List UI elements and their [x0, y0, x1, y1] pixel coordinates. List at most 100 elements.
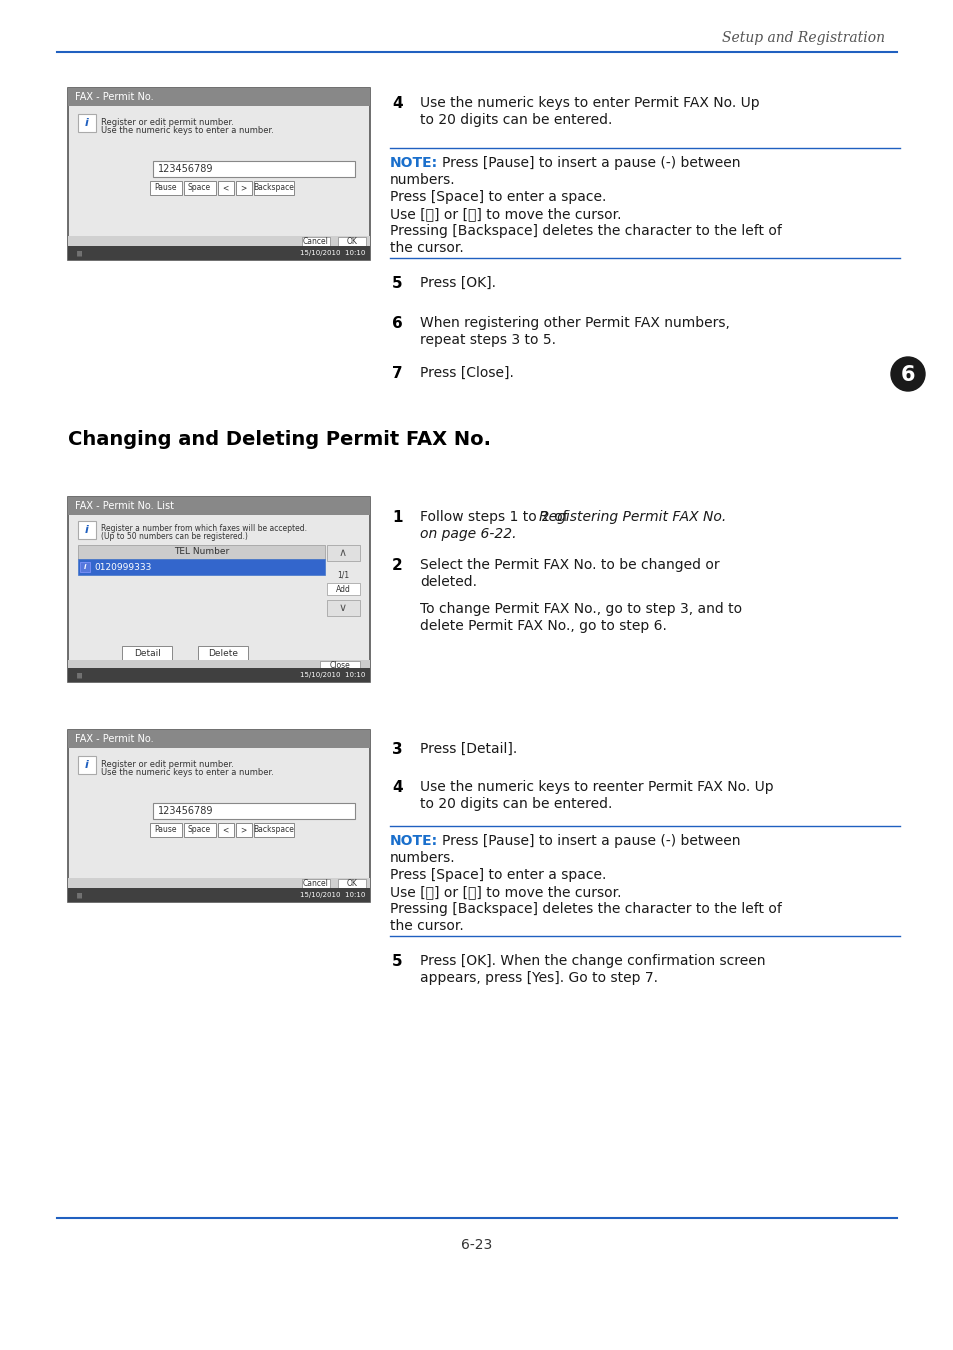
Text: Delete: Delete [208, 648, 237, 657]
Text: When registering other Permit FAX numbers,: When registering other Permit FAX number… [419, 316, 729, 329]
Text: to 20 digits can be entered.: to 20 digits can be entered. [419, 113, 612, 127]
Text: OK: OK [346, 238, 357, 247]
Text: Cancel: Cancel [303, 238, 329, 247]
Text: i: i [85, 117, 89, 128]
Text: Use the numeric keys to enter a number.: Use the numeric keys to enter a number. [101, 126, 274, 135]
Text: OK: OK [346, 879, 357, 888]
Text: delete Permit FAX No., go to step 6.: delete Permit FAX No., go to step 6. [419, 620, 666, 633]
Text: numbers.: numbers. [390, 173, 456, 188]
Bar [217, 824, 233, 837]
Text: 2: 2 [392, 558, 402, 572]
Text: the cursor.: the cursor. [390, 242, 463, 255]
Text: Register or edit permit number.: Register or edit permit number. [101, 760, 233, 770]
Text: <: < [222, 825, 229, 834]
Text: Space: Space [188, 184, 211, 193]
Text: appears, press [Yes]. Go to step 7.: appears, press [Yes]. Go to step 7. [419, 971, 658, 986]
Text: Press [Detail].: Press [Detail]. [419, 743, 517, 756]
Text: deleted.: deleted. [419, 575, 476, 589]
Text: ∧: ∧ [338, 548, 347, 558]
Text: |||: ||| [76, 892, 82, 898]
Text: i: i [84, 564, 86, 570]
Text: Changing and Deleting Permit FAX No.: Changing and Deleting Permit FAX No. [68, 431, 491, 450]
Bar [337, 238, 366, 247]
Text: Press [Space] to enter a space.: Press [Space] to enter a space. [390, 190, 606, 204]
Bar [68, 236, 370, 248]
Text: Space: Space [188, 825, 211, 834]
Text: Pressing [Backspace] deletes the character to the left of: Pressing [Backspace] deletes the charact… [390, 224, 781, 238]
Text: 5: 5 [392, 275, 402, 292]
Bar [68, 497, 370, 682]
Bar [68, 497, 370, 514]
Text: Pause: Pause [154, 184, 176, 193]
Text: repeat steps 3 to 5.: repeat steps 3 to 5. [419, 333, 556, 347]
Bar [327, 599, 359, 616]
Bar [78, 521, 96, 539]
Text: i: i [85, 760, 89, 770]
Text: FAX - Permit No.: FAX - Permit No. [75, 734, 153, 744]
Text: Press [Pause] to insert a pause (-) between: Press [Pause] to insert a pause (-) betw… [441, 834, 740, 848]
Text: 3: 3 [392, 743, 402, 757]
Bar [253, 824, 294, 837]
Text: 6: 6 [392, 316, 402, 331]
Bar [253, 181, 294, 194]
Bar [152, 803, 355, 819]
Text: Pressing [Backspace] deletes the character to the left of: Pressing [Backspace] deletes the charact… [390, 902, 781, 917]
Text: Use the numeric keys to enter Permit FAX No. Up: Use the numeric keys to enter Permit FAX… [419, 96, 759, 109]
Bar [68, 660, 370, 670]
Bar [68, 730, 370, 748]
Text: 4: 4 [392, 96, 402, 111]
Text: Press [Pause] to insert a pause (-) between: Press [Pause] to insert a pause (-) betw… [441, 157, 740, 170]
Text: Detail: Detail [133, 648, 161, 657]
Bar [337, 879, 366, 890]
Text: Register a number from which faxes will be accepted.: Register a number from which faxes will … [101, 524, 307, 533]
Text: Register or edit permit number.: Register or edit permit number. [101, 117, 233, 127]
Text: 123456789: 123456789 [157, 163, 213, 174]
Bar [122, 647, 172, 660]
Text: To change Permit FAX No., go to step 3, and to: To change Permit FAX No., go to step 3, … [419, 602, 741, 616]
Text: numbers.: numbers. [390, 850, 456, 865]
Text: Close: Close [330, 660, 350, 670]
Text: Follow steps 1 to 2 of: Follow steps 1 to 2 of [419, 510, 572, 524]
Bar [78, 756, 96, 774]
Bar [68, 246, 370, 261]
Text: 0120999333: 0120999333 [94, 563, 152, 571]
Text: Select the Permit FAX No. to be changed or: Select the Permit FAX No. to be changed … [419, 558, 719, 572]
Bar [235, 181, 252, 194]
Text: TEL Number: TEL Number [173, 548, 229, 556]
Text: Registering Permit FAX No.: Registering Permit FAX No. [538, 510, 725, 524]
Bar [78, 113, 96, 132]
Bar [319, 662, 359, 670]
Text: Press [OK]. When the change confirmation screen: Press [OK]. When the change confirmation… [419, 954, 764, 968]
Bar [217, 181, 233, 194]
Text: ∨: ∨ [338, 603, 347, 613]
Text: 6-23: 6-23 [461, 1238, 492, 1251]
Text: |||: ||| [76, 250, 82, 255]
Text: <: < [222, 184, 229, 193]
Text: FAX - Permit No. List: FAX - Permit No. List [75, 501, 173, 512]
Text: Use [〈] or [〉] to move the cursor.: Use [〈] or [〉] to move the cursor. [390, 886, 620, 899]
Text: 6: 6 [900, 364, 914, 385]
Text: Backspace: Backspace [253, 825, 294, 834]
Text: Press [Close].: Press [Close]. [419, 366, 514, 379]
Text: Add: Add [335, 585, 350, 594]
Text: (Up to 50 numbers can be registered.): (Up to 50 numbers can be registered.) [101, 532, 248, 541]
Text: Use [〈] or [〉] to move the cursor.: Use [〈] or [〉] to move the cursor. [390, 207, 620, 221]
Text: FAX - Permit No.: FAX - Permit No. [75, 92, 153, 103]
Text: 123456789: 123456789 [157, 806, 213, 815]
Bar [327, 583, 359, 595]
Bar [302, 238, 330, 247]
Text: 4: 4 [392, 780, 402, 795]
Bar [150, 824, 181, 837]
Bar [197, 647, 248, 660]
Bar [68, 668, 370, 682]
Text: i: i [85, 525, 89, 535]
Bar [302, 879, 330, 890]
Text: >: > [240, 184, 247, 193]
Text: NOTE:: NOTE: [390, 157, 437, 170]
Text: >: > [240, 825, 247, 834]
Text: Cancel: Cancel [303, 879, 329, 888]
Text: 5: 5 [392, 954, 402, 969]
Bar [78, 545, 325, 559]
Bar [78, 559, 325, 575]
Text: 15/10/2010  10:10: 15/10/2010 10:10 [299, 250, 365, 256]
